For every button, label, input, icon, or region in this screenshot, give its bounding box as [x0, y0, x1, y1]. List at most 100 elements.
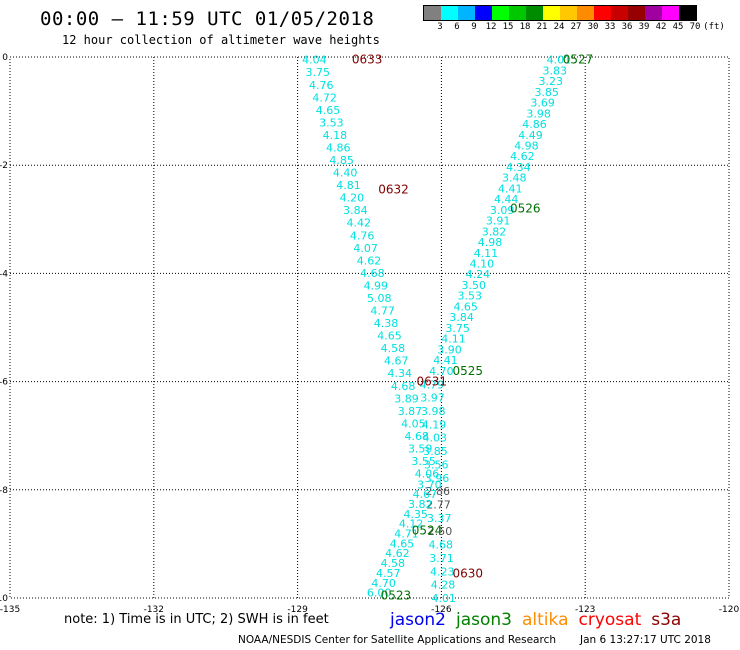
wave-height-value: 4.18: [323, 129, 348, 142]
legend-label: 36: [621, 22, 633, 32]
wave-height-value: 3.75: [445, 322, 470, 335]
wave-height-value: 3.53: [457, 290, 482, 303]
legend-label: 33: [604, 22, 616, 32]
legend-label: 21: [536, 22, 548, 32]
wave-height-value: 4.10: [470, 258, 495, 271]
wave-height-value: 3.09: [490, 204, 515, 217]
wave-height-value: 3.70: [417, 478, 442, 491]
wave-height-value: 4.76: [350, 229, 375, 242]
wave-height-value: 4.20: [340, 192, 365, 205]
satellite-jason2: jason2: [390, 610, 446, 630]
wave-height-value: 2.50: [428, 525, 453, 538]
chart-subtitle: 12 hour collection of altimeter wave hei…: [62, 33, 380, 47]
wave-height-value: 4.62: [510, 150, 535, 163]
wave-height-value: 4.65: [377, 330, 402, 343]
legend-swatch: [560, 6, 577, 20]
legend-swatch: [492, 6, 509, 20]
wave-height-value: 4.41: [498, 182, 523, 195]
y-tick-label: -6: [0, 378, 8, 388]
wave-height-value: 4.19: [422, 418, 447, 431]
time-label: 0524: [412, 523, 443, 537]
credit-text: NOAA/NESDIS Center for Satellite Applica…: [238, 634, 556, 646]
time-label: 0525: [452, 364, 483, 378]
wave-height-value: 4.79: [420, 378, 445, 391]
legend-swatches: [423, 5, 697, 21]
wave-height-value: 4.62: [357, 254, 382, 267]
wave-height-value: 3.98: [421, 405, 446, 418]
legend-swatch: [645, 6, 662, 20]
wave-height-value: 4.67: [384, 355, 409, 368]
x-tick-label: -129: [287, 605, 308, 615]
wave-height-value: 3.85: [423, 445, 448, 458]
wave-height-value: 4.24: [466, 268, 491, 281]
wave-height-value: 4.42: [347, 217, 372, 230]
wave-height-value: 3.48: [502, 172, 527, 185]
wave-height-value: 3.56: [424, 458, 449, 471]
legend-label: 27: [570, 22, 582, 32]
time-label: 0630: [452, 567, 483, 581]
wave-height-value: 3.75: [306, 66, 331, 79]
wave-height-value: 5.08: [367, 292, 392, 305]
legend-swatch: [475, 6, 492, 20]
wave-height-value: 4.11: [441, 333, 466, 346]
wave-height-value: 4.76: [309, 79, 334, 92]
legend-label: 18: [519, 22, 531, 32]
wave-height-value: 4.98: [514, 140, 539, 153]
y-tick-label: -8: [0, 486, 8, 496]
legend-label: 6: [454, 22, 460, 32]
legend-swatch: [458, 6, 475, 20]
wave-height-value: 4.34: [506, 161, 531, 174]
legend-swatch: [543, 6, 560, 20]
wave-height-value: 3.97: [420, 392, 445, 405]
legend-labels: 3 6 9 12 15 18 21 24 27 30 33 36 39 42 45 70 (ft): [423, 21, 725, 35]
wave-height-value: 4.68: [405, 430, 430, 443]
wave-height-value: 4.28: [431, 579, 456, 592]
time-label: 0633: [352, 53, 383, 67]
wave-height-value: 4.65: [453, 300, 478, 313]
wave-height-value: 4.62: [385, 547, 410, 560]
legend-swatch: [679, 6, 696, 20]
wave-height-value: 2.77: [426, 499, 451, 512]
chart-title: 00:00 – 11:59 UTC 01/05/2018: [40, 8, 375, 30]
time-label: 0631: [417, 375, 448, 389]
time-label: 0632: [378, 183, 409, 197]
footer-note: note: 1) Time is in UTC; 2) SWH is in fe…: [64, 612, 329, 627]
wave-height-value: 3.90: [437, 343, 462, 356]
wave-height-value: 4.65: [390, 537, 415, 550]
legend-swatch: [662, 6, 679, 20]
satellite-altika: altika: [522, 610, 569, 630]
wave-height-value: 4.65: [316, 104, 341, 117]
wave-height-value: 4.99: [364, 279, 389, 292]
wave-height-value: 4.23: [430, 565, 455, 578]
wave-height-value: 4.40: [333, 167, 358, 180]
legend-swatch: [509, 6, 526, 20]
wave-height-value: 4.98: [478, 236, 503, 249]
wave-height-value: 3.82: [408, 498, 433, 511]
wave-height-value: 4.81: [336, 179, 361, 192]
wave-height-value: 4.12: [399, 518, 424, 531]
wave-height-value: 4.86: [522, 118, 547, 131]
time-label: 0523: [381, 588, 412, 602]
color-legend: 3 6 9 12 15 18 21 24 27 30 33 36 39 42 45 70 (ft): [423, 5, 725, 35]
wave-height-value: 4.86: [326, 141, 351, 154]
satellite-jason3: jason3: [456, 610, 512, 630]
y-tick-label: 0: [2, 53, 8, 63]
wave-height-value: 4.06: [415, 468, 440, 481]
wave-height-value: 4.01: [432, 592, 457, 605]
legend-label: (ft): [703, 22, 725, 32]
wave-height-value: 4.71: [394, 528, 419, 541]
wave-height-value: 4.41: [433, 354, 458, 367]
wave-height-value: 4.01: [547, 54, 572, 67]
wave-height-value: 4.49: [518, 129, 543, 142]
wave-height-value: 4.04: [302, 54, 327, 67]
wave-height-value: 3.91: [486, 215, 511, 228]
x-tick-label: -135: [0, 605, 20, 615]
wave-height-value: 3.71: [429, 552, 454, 565]
wave-height-value: 4.68: [360, 267, 385, 280]
legend-label: 45: [672, 22, 684, 32]
wave-height-value: 4.38: [374, 317, 399, 330]
wave-height-value: 3.82: [482, 225, 507, 238]
wave-height-value: 4.58: [381, 557, 406, 570]
x-tick-label: -123: [575, 605, 595, 615]
legend-swatch: [441, 6, 458, 20]
